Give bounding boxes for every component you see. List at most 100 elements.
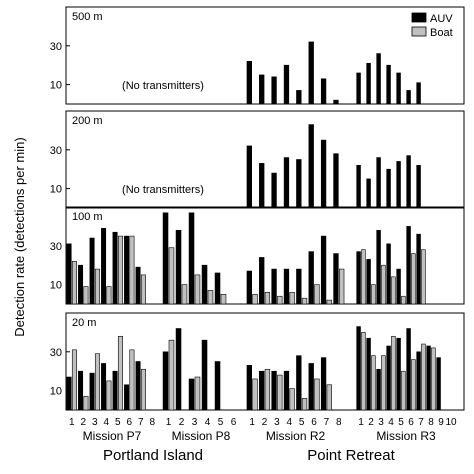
- bar-boat: [129, 349, 135, 411]
- bar-boat: [194, 376, 201, 411]
- x-tick-label: 6: [311, 417, 317, 428]
- bar-auv: [333, 253, 339, 305]
- bar-auv: [366, 259, 371, 305]
- bar-auv: [271, 76, 277, 105]
- bar-boat: [83, 286, 89, 305]
- bar-auv: [112, 231, 118, 305]
- x-tick-label: 4: [388, 417, 394, 428]
- mission-label: Mission P8: [172, 429, 231, 443]
- panel-label: 20 m: [72, 317, 96, 329]
- bar-auv: [416, 351, 421, 411]
- bar-auv: [124, 384, 130, 411]
- bar-auv: [296, 159, 302, 209]
- bar-auv: [246, 365, 252, 411]
- bar-boat: [71, 349, 77, 411]
- bar-auv: [188, 212, 195, 305]
- bar-auv: [320, 78, 327, 105]
- x-tick-label: 5: [398, 417, 404, 428]
- bar-auv: [101, 228, 107, 305]
- bar-boat: [264, 292, 271, 305]
- bar-auv: [366, 178, 371, 209]
- bar-boat: [326, 299, 332, 305]
- bar-auv: [376, 53, 381, 105]
- bar-boat: [301, 297, 308, 305]
- x-tick-label: 7: [324, 417, 330, 428]
- bar-auv: [259, 370, 265, 411]
- x-tick-label: 4: [205, 417, 211, 428]
- y-tick-label: 10: [50, 280, 62, 292]
- y-tick-label: 10: [50, 80, 62, 92]
- bar-auv: [376, 368, 381, 411]
- bar-boat: [220, 293, 227, 305]
- bar-auv: [386, 345, 391, 411]
- bar-auv: [259, 163, 265, 209]
- bar-auv: [308, 41, 314, 105]
- bar-boat: [106, 286, 112, 305]
- panel-note: (No transmitters): [122, 184, 204, 196]
- x-tick-label: 6: [408, 417, 414, 428]
- bar-auv: [89, 237, 95, 305]
- bar-auv: [296, 90, 302, 105]
- location-label: Portland Island: [103, 447, 203, 464]
- bar-boat: [371, 355, 376, 411]
- bar-boat: [361, 249, 366, 305]
- x-tick-label: 7: [138, 417, 144, 428]
- bar-auv: [416, 233, 421, 305]
- x-tick-label: 6: [231, 417, 237, 428]
- bar-auv: [66, 376, 72, 411]
- mission-label: Mission P7: [83, 429, 142, 443]
- bar-boat: [117, 335, 123, 411]
- x-tick-label: 7: [418, 417, 424, 428]
- bar-auv: [112, 370, 118, 411]
- bar-auv: [246, 145, 252, 209]
- bar-boat: [391, 335, 396, 411]
- x-tick-label: 2: [368, 417, 374, 428]
- legend-label-boat: Boat: [430, 27, 453, 39]
- bar-boat: [71, 261, 77, 305]
- bar-auv: [416, 82, 421, 105]
- legend-label-auv: AUV: [430, 13, 453, 25]
- mission-label: Mission R2: [266, 429, 326, 443]
- bar-auv: [386, 243, 391, 305]
- bar-boat: [361, 332, 366, 411]
- bar-auv: [356, 326, 361, 411]
- bar-auv: [162, 212, 169, 305]
- panel-frame: [65, 110, 465, 209]
- x-tick-label: 8: [428, 417, 434, 428]
- legend: AUV Boat: [411, 12, 453, 39]
- bar-auv: [376, 157, 381, 209]
- y-tick-label: 30: [50, 241, 62, 253]
- bar-boat: [277, 374, 283, 411]
- y-axis-label: Detection rate (detections per min): [12, 137, 27, 336]
- x-tick-label: 2: [262, 417, 268, 428]
- y-tick-label: 30: [50, 41, 62, 53]
- legend-swatch-auv: [411, 12, 427, 23]
- bar-auv: [89, 372, 95, 411]
- bar-boat: [289, 388, 295, 411]
- bar-auv: [283, 64, 290, 105]
- y-tick-label: 10: [50, 386, 62, 398]
- panel-20m: 10 30 20 m: [50, 312, 465, 411]
- bar-boat: [94, 268, 100, 305]
- bar-boat: [301, 398, 308, 411]
- x-tick-label: 6: [126, 417, 132, 428]
- location-label: Point Retreat: [307, 447, 395, 464]
- bar-auv: [214, 361, 221, 411]
- bar-auv: [356, 72, 361, 105]
- bar-auv: [214, 272, 221, 305]
- bar-auv: [66, 243, 72, 305]
- panel-note: (No transmitters): [122, 80, 204, 92]
- bar-auv: [366, 337, 371, 411]
- bar-auv: [296, 268, 302, 305]
- x-tick-label: 8: [336, 417, 342, 428]
- bar-auv: [271, 268, 277, 305]
- bar-boat: [117, 235, 123, 305]
- bar-auv: [320, 235, 327, 305]
- bar-auv: [271, 370, 277, 411]
- panel-label: 200 m: [72, 115, 103, 127]
- bar-auv: [271, 172, 277, 209]
- bar-auv: [308, 363, 314, 411]
- bar-boat: [421, 249, 426, 305]
- bar-auv: [124, 235, 130, 305]
